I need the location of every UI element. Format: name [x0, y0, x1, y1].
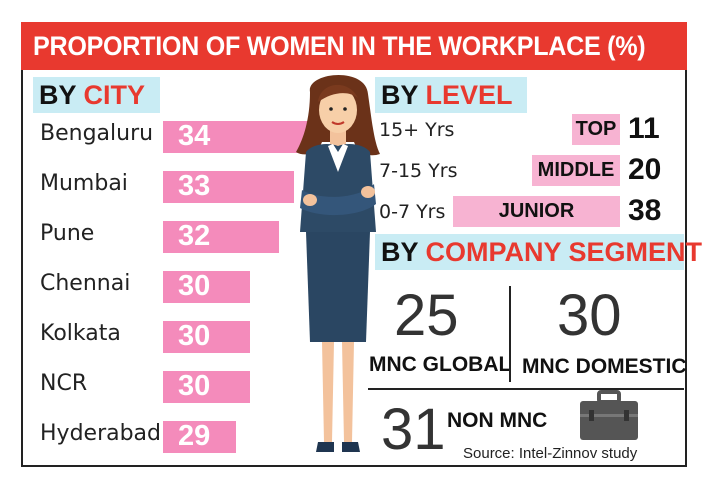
- source-note: Source: Intel-Zinnov study: [463, 445, 638, 462]
- city-bar: [163, 421, 236, 453]
- by-city-header-by: BY: [39, 79, 77, 110]
- segment-divider-vertical: [509, 286, 511, 382]
- by-segment-header: BY COMPANY SEGMENT: [375, 234, 702, 270]
- briefcase-icon: [580, 390, 638, 440]
- level-value: 38: [628, 194, 662, 227]
- businesswoman-illustration: [296, 74, 380, 452]
- level-range-label: 7-15 Yrs: [379, 160, 458, 182]
- level-range-label: 0-7 Yrs: [379, 201, 446, 223]
- city-label: Bengaluru: [40, 121, 154, 146]
- city-bar: [163, 121, 308, 153]
- city-label: Kolkata: [40, 321, 121, 346]
- by-segment-header-by: BY: [381, 236, 419, 267]
- by-city-header: BY CITY: [33, 77, 160, 113]
- city-bar-value: 33: [178, 170, 211, 202]
- city-bar-value: 29: [178, 420, 211, 452]
- city-bar-value: 34: [178, 120, 211, 152]
- level-bar: MIDDLE: [532, 155, 620, 186]
- city-bar: [163, 271, 250, 303]
- chart-title: PROPORTION OF WOMEN IN THE WORKPLACE (%): [33, 30, 646, 61]
- city-bar-value: 30: [178, 370, 211, 402]
- city-bar: [163, 371, 250, 403]
- level-value: 20: [628, 153, 662, 186]
- segment-value-mnc-global: 25: [394, 283, 459, 348]
- city-bar-value: 30: [178, 270, 211, 302]
- city-label: NCR: [40, 371, 88, 396]
- by-city-header-city: CITY: [83, 79, 146, 110]
- city-bar-value: 30: [178, 320, 211, 352]
- segment-value-mnc-domestic: 30: [557, 283, 622, 348]
- level-range-label: 15+ Yrs: [379, 119, 455, 141]
- segment-label-non-mnc: NON MNC: [447, 409, 548, 432]
- city-bar-value: 32: [178, 220, 211, 252]
- city-bar: [163, 321, 250, 353]
- city-label: Pune: [40, 221, 95, 246]
- by-segment-header-segment: COMPANY SEGMENT: [425, 236, 703, 267]
- title-bar: PROPORTION OF WOMEN IN THE WORKPLACE (%): [21, 22, 687, 70]
- level-bar: JUNIOR: [453, 196, 620, 227]
- segment-label-mnc-domestic: MNC DOMESTIC: [522, 355, 687, 378]
- level-value: 11: [628, 112, 660, 145]
- city-bar: [163, 221, 279, 253]
- city-bar: [163, 171, 294, 203]
- segment-value-non-mnc: 31: [381, 397, 446, 462]
- segment-divider-horizontal: [368, 388, 684, 390]
- by-level-header: BY LEVEL: [375, 77, 527, 113]
- by-level-header-level: LEVEL: [425, 79, 513, 110]
- by-level-header-by: BY: [381, 79, 419, 110]
- city-label: Chennai: [40, 271, 131, 296]
- level-bar: TOP: [572, 114, 620, 145]
- city-label: Mumbai: [40, 171, 128, 196]
- segment-label-mnc-global: MNC GLOBAL: [369, 353, 512, 376]
- city-label: Hyderabad: [40, 421, 161, 446]
